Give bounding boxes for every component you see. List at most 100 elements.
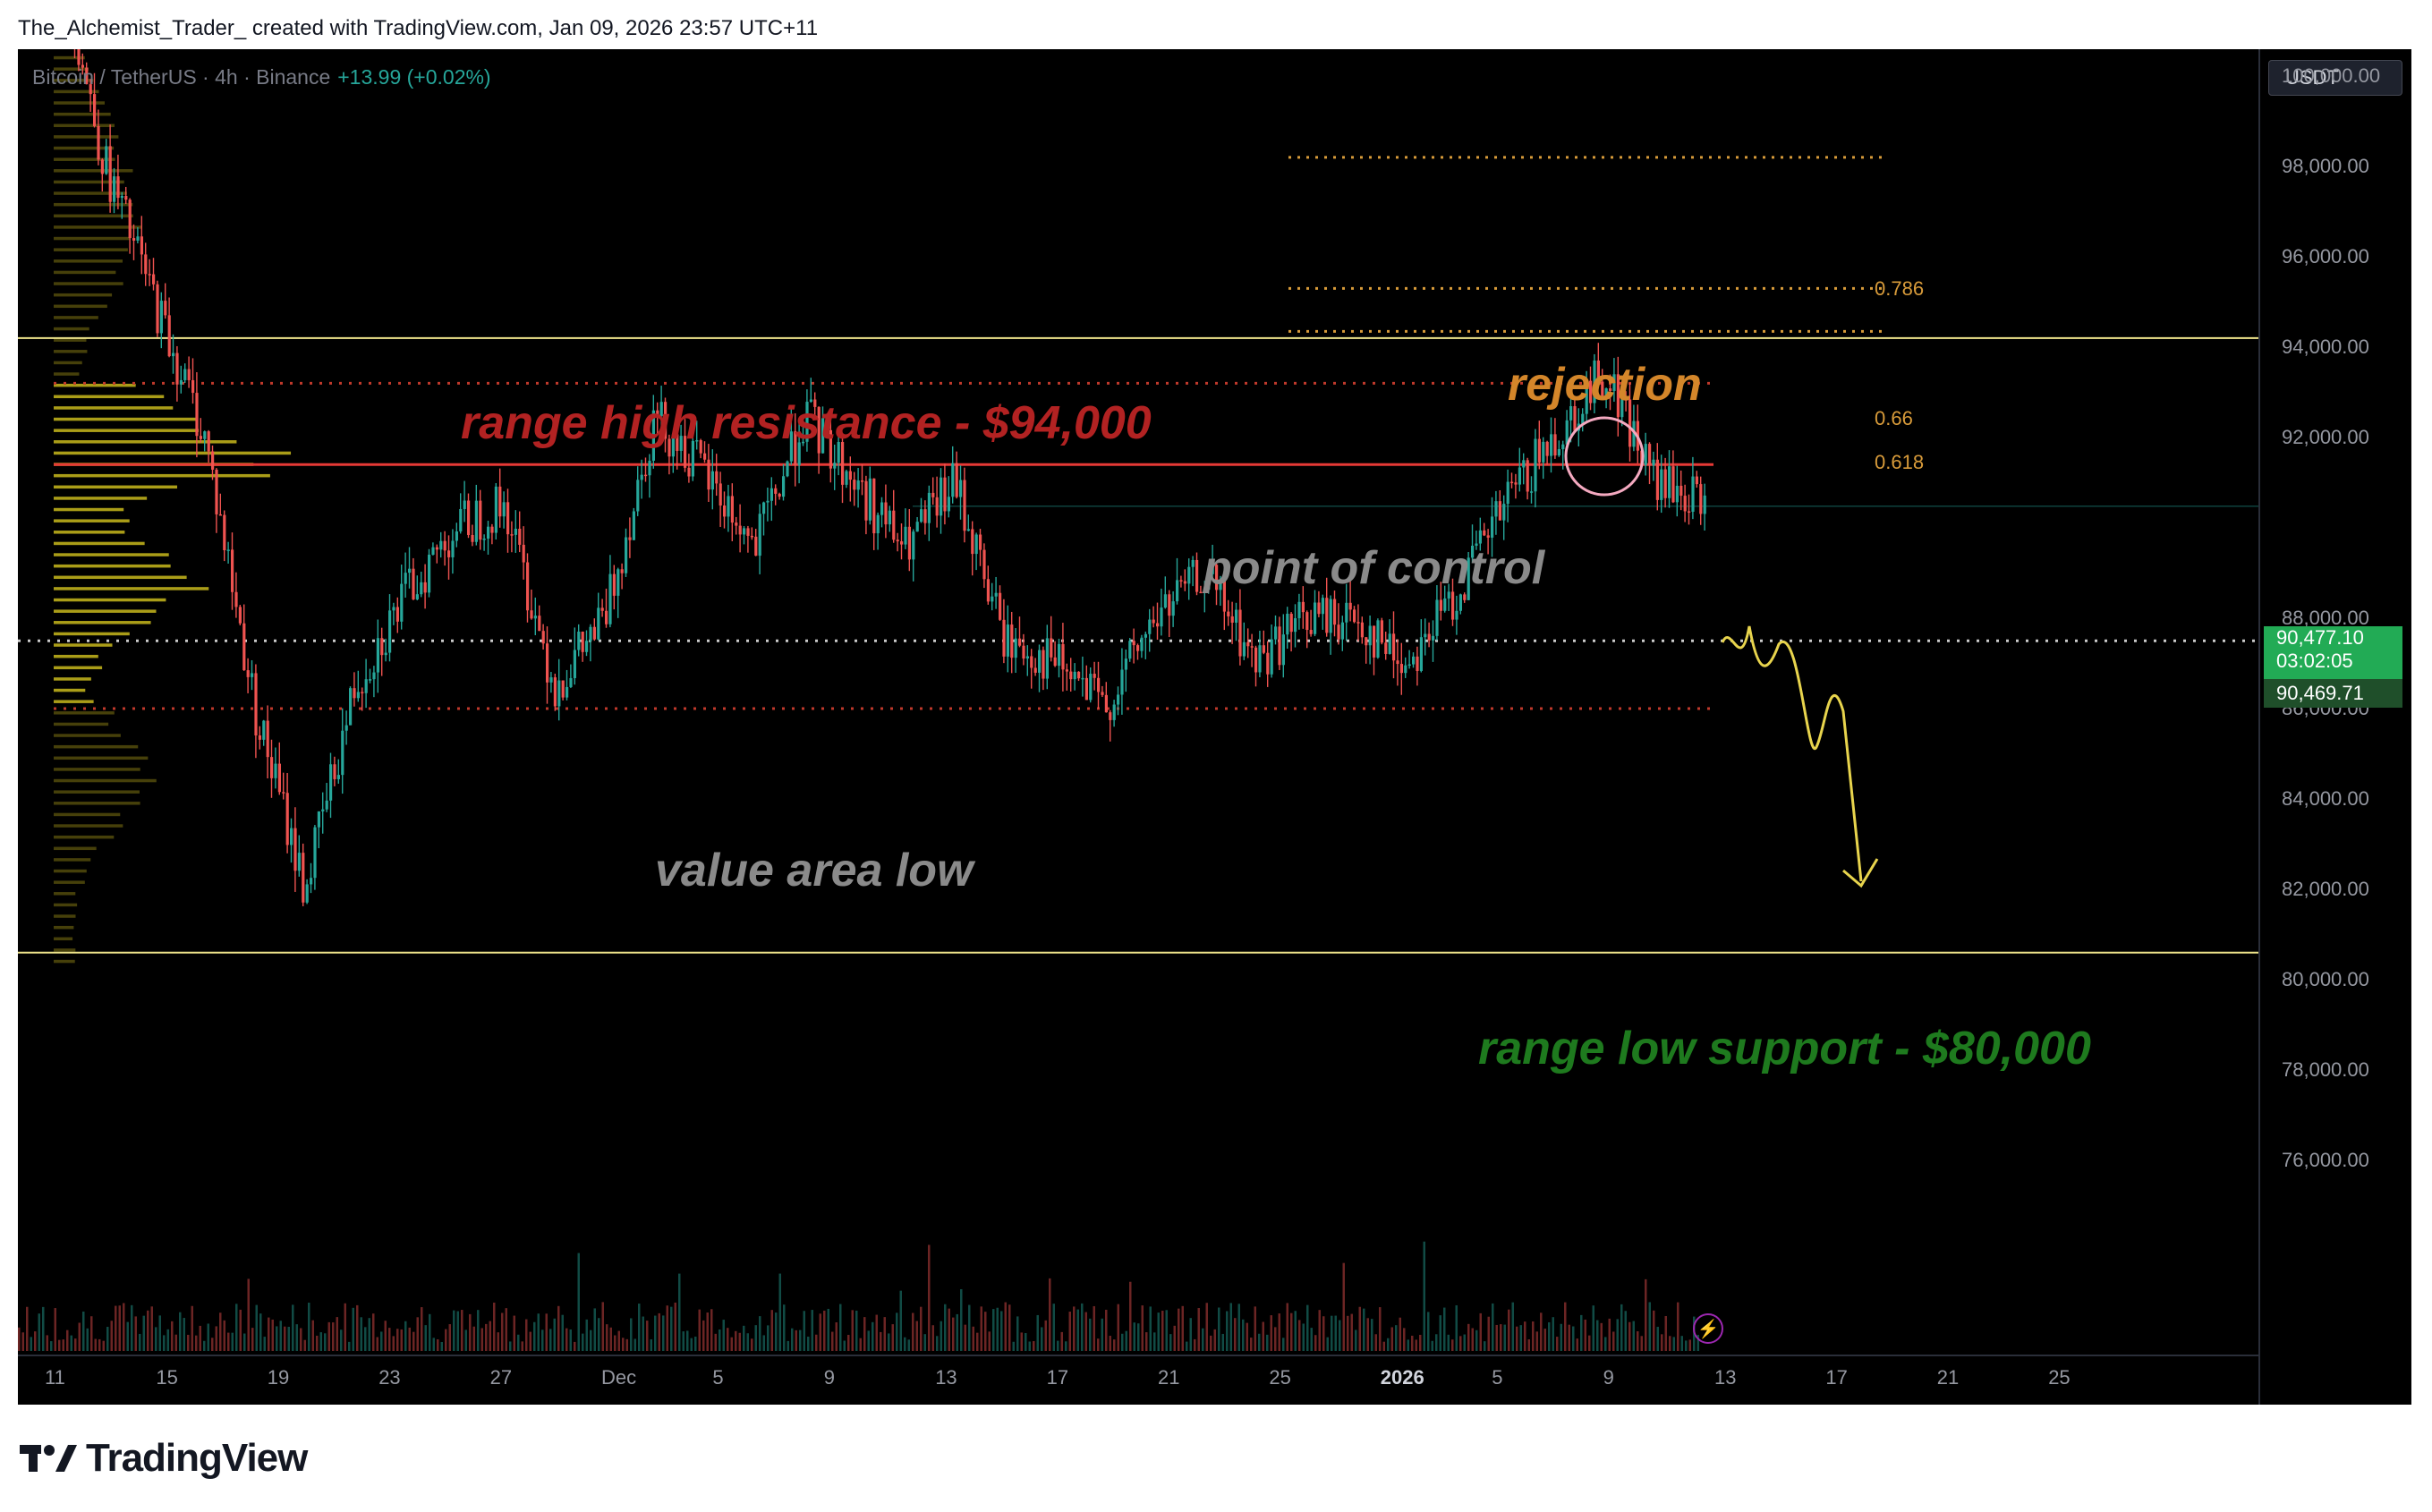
volume-profile-bar [54,259,123,263]
time-axis-label: Dec [601,1366,637,1389]
volume-bar [1149,1306,1152,1351]
volume-bar [90,1316,93,1351]
volume-bar [139,1333,141,1351]
volume-profile-bar [54,507,124,512]
volume-bar [174,1334,177,1351]
volume-bar [1326,1337,1329,1351]
time-axis-label: 19 [267,1366,290,1389]
candle-body [758,514,761,556]
volume-bar [1065,1341,1067,1351]
candle-body [1163,594,1167,608]
volume-bar [1669,1336,1671,1351]
volume-profile-bar [54,214,133,218]
currency-selector[interactable]: USDT [2268,60,2402,96]
volume-bar [199,1325,201,1351]
time-axis-label: 9 [1603,1366,1614,1389]
volume-bar [1374,1334,1377,1351]
volume-bar [429,1313,431,1351]
candle-body [1502,504,1506,521]
candle-body [971,529,974,555]
volume-bar [706,1312,709,1351]
candle-body [565,686,569,698]
candle-body [1101,692,1104,695]
volume-bar [1568,1324,1570,1351]
candle-body [1168,594,1171,616]
price-axis-label: 100,000.00 [2282,64,2381,87]
volume-bar [1197,1308,1200,1351]
chart-canvas[interactable] [18,49,2411,1405]
candle-body [451,540,455,557]
lightning-icon[interactable]: ⚡ [1693,1313,1723,1344]
candle-body [774,488,778,494]
volume-bar [348,1341,351,1351]
volume-profile-bar [54,112,111,116]
volume-bar [738,1332,741,1351]
candle-body [1483,530,1486,536]
volume-bar [843,1340,846,1351]
volume-bar [268,1317,270,1351]
volume-bar [944,1304,947,1351]
volume-profile-bar [54,790,140,794]
volume-profile-bar [54,688,86,692]
volume-bar [598,1318,600,1351]
candle-body [341,730,344,776]
volume-profile-bar [54,812,121,817]
volume-bar [1314,1335,1317,1351]
candle-body [1317,602,1321,615]
candle-body [896,539,899,542]
candle-body [1609,388,1612,391]
volume-bar [1318,1310,1321,1351]
candle-body [124,195,128,200]
volume-bar [948,1308,950,1351]
volume-bar [1435,1334,1438,1351]
candle-body [1368,625,1372,646]
candle-body [167,315,171,357]
volume-bar [472,1326,475,1351]
symbol-info[interactable]: Bitcoin / TetherUS · 4h · Binance [32,65,331,89]
volume-bar [823,1310,826,1351]
candle-body [1235,609,1238,623]
candle-body [372,672,376,680]
symbol-legend[interactable]: Bitcoin / TetherUS · 4h · Binance +13.99 … [32,65,491,89]
candle-body [813,399,817,407]
candle-body [1365,637,1368,646]
volume-bar [609,1327,612,1351]
candle-body [172,353,175,357]
candle-body [522,544,525,563]
volume-bar [1395,1325,1398,1351]
candle-body [85,67,89,85]
volume-bar [1612,1331,1615,1351]
tradingview-branding[interactable]: TradingView [20,1436,308,1481]
volume-bar [1680,1336,1683,1351]
candle-body [1227,611,1230,616]
volume-bar [614,1335,617,1351]
time-axis-label: 13 [1714,1366,1737,1389]
candle-body [632,511,635,540]
candle-body [290,828,293,845]
volume-profile-bar [54,338,87,342]
chart-pane[interactable]: Bitcoin / TetherUS · 4h · Binance +13.99 … [18,49,2411,1405]
candle-body [1612,374,1616,391]
volume-bar [412,1331,415,1351]
volume-bar [1572,1326,1575,1351]
volume-bar [1105,1309,1108,1351]
volume-bar [968,1304,971,1351]
candle-body [1140,637,1144,651]
volume-profile-bar [54,304,107,309]
candle-body [1447,591,1450,599]
candle-body [333,764,336,779]
candle-body [738,525,742,535]
candle-body [392,607,395,611]
candle-body [1093,674,1096,678]
candle-body [81,64,84,68]
volume-bar [569,1329,572,1351]
price-axis-label: 92,000.00 [2282,426,2369,448]
candle-body [285,793,289,845]
volume-bar [1073,1306,1076,1351]
volume-bar [485,1323,488,1351]
volume-bar [1656,1327,1659,1351]
volume-bar [1310,1328,1313,1351]
candle-body [1569,405,1573,420]
volume-bar [179,1312,182,1351]
candle-body [344,725,348,731]
